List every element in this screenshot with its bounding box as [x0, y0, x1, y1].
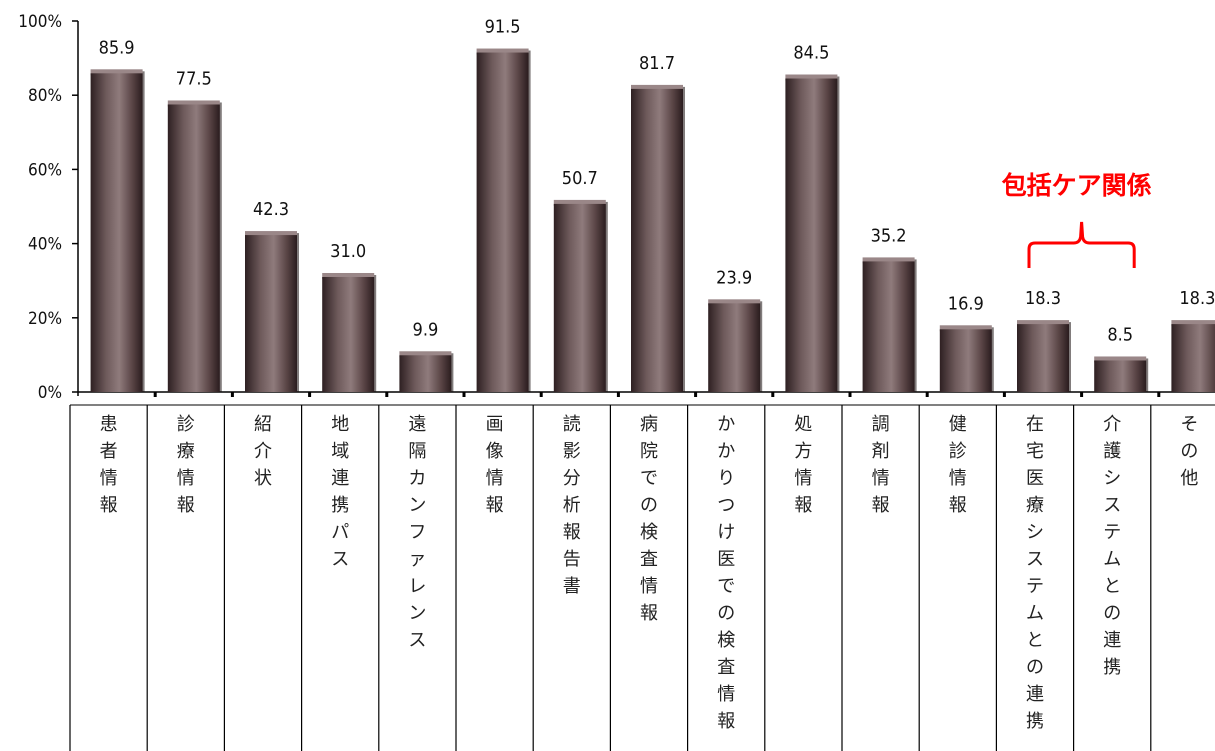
annotation-brace [1027, 221, 1136, 268]
bar-value-label: 35.2 [871, 225, 907, 246]
bar-cap [245, 231, 297, 238]
bar [90, 73, 143, 392]
bar [399, 355, 452, 392]
category-label: 紹介状 [254, 414, 272, 489]
category-label: 遠隔カンファレンス [408, 414, 426, 651]
bar [631, 88, 683, 392]
bar-value-label: 9.9 [413, 319, 439, 340]
category-label: 調剤情報 [872, 414, 890, 516]
bar-value-label: 18.3 [1025, 288, 1061, 309]
category-label: かかりつけ医での検査情報 [717, 414, 735, 732]
bar-cap [939, 325, 992, 332]
annotation: 包括ケア関係 [1002, 171, 1152, 268]
bar [708, 303, 761, 392]
y-tick-label: 40% [28, 235, 62, 255]
annotation-label: 包括ケア関係 [1002, 171, 1152, 200]
category-table: 患者情報 診療情報 紹介状 地域連携パス 遠隔カンファレンス 画像情報 読影分析報告書 病院で… [69, 404, 1215, 751]
bar-value-label: 18.3 [1179, 288, 1215, 309]
category-label: 健診情報 [949, 414, 967, 516]
category-label: 画像情報 [486, 414, 504, 516]
value-labels: 85.9 77.5 42.3 31.0 9.9 91.5 50.7 81.7 23.9 84.5 3… [99, 17, 1215, 346]
category-label: 在宅医療システムとの連携 [1026, 414, 1044, 732]
bar-value-label: 31.0 [330, 241, 366, 262]
bar [553, 203, 606, 392]
bar-cap [476, 48, 529, 55]
bar [1017, 324, 1069, 392]
bar-value-label: 23.9 [716, 267, 752, 288]
y-tick-label: 80% [28, 86, 62, 106]
category-label: その他 [1180, 414, 1198, 489]
y-tick-label: 20% [28, 309, 62, 329]
bar [1094, 360, 1147, 392]
bar-value-label: 50.7 [562, 168, 598, 189]
bars [90, 48, 1215, 392]
bar [1171, 324, 1215, 392]
bar [476, 52, 529, 392]
category-label: 病院での検査情報 [640, 414, 658, 624]
bar-value-label: 91.5 [485, 17, 521, 38]
bar-cap [399, 351, 452, 358]
bar-cap [322, 272, 375, 279]
bar-value-label: 16.9 [948, 293, 984, 314]
y-tick-label: 60% [28, 160, 62, 180]
bar-value-label: 42.3 [253, 199, 289, 220]
bar-cap [631, 84, 683, 91]
category-label: 処方情報 [794, 414, 812, 516]
category-label: 読影分析報告書 [563, 414, 581, 597]
category-label: 患者情報 [100, 414, 118, 516]
y-tick-label: 0% [38, 383, 62, 403]
bar [939, 329, 992, 392]
bar-value-label: 84.5 [793, 43, 829, 64]
bar-cap [1017, 320, 1069, 327]
bar-value-label: 85.9 [99, 37, 135, 58]
bar [322, 276, 375, 392]
bar [245, 235, 297, 392]
bar-cap [785, 74, 838, 81]
bar [862, 261, 915, 392]
category-label: 診療情報 [177, 414, 195, 516]
bar-value-label: 8.5 [1107, 324, 1133, 345]
category-label: 地域連携パス [331, 414, 349, 570]
bar [167, 104, 220, 392]
bar-cap [90, 69, 143, 76]
bar-cap [1171, 320, 1215, 327]
bar-cap [708, 299, 761, 306]
bar-value-label: 77.5 [176, 68, 212, 89]
bar [785, 78, 838, 392]
bar-cap [862, 257, 915, 264]
bar-cap [167, 100, 220, 107]
category-label: 介護システムとの連携 [1103, 414, 1121, 678]
bar-cap [553, 199, 606, 206]
bar-value-label: 81.7 [639, 53, 675, 74]
y-tick-label: 100% [18, 12, 62, 32]
bar-cap [1094, 356, 1147, 363]
